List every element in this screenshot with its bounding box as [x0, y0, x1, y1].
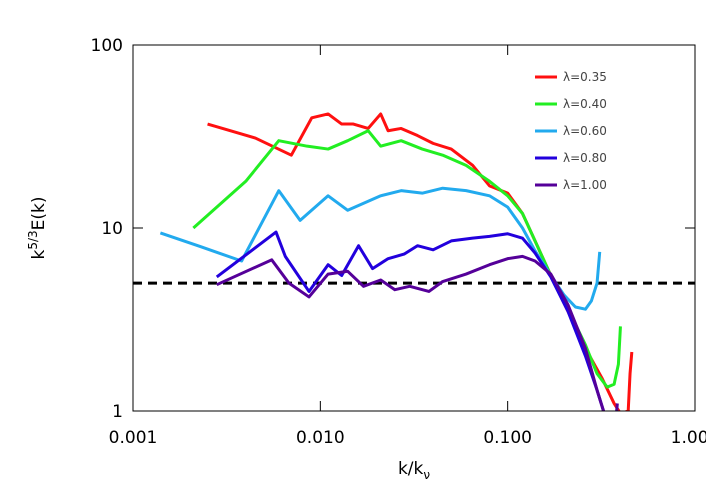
legend-label: λ=0.35 [563, 70, 607, 84]
legend-label: λ=0.80 [563, 151, 607, 165]
y-tick-label: 1 [112, 402, 123, 422]
x-tick-label: 0.001 [109, 428, 158, 448]
x-tick-label: 0.010 [296, 428, 345, 448]
series-line [216, 254, 619, 411]
series-line [215, 230, 606, 411]
x-tick-label: 1.000 [671, 428, 706, 448]
y-tick-label: 10 [101, 219, 123, 239]
y-label-base: k [29, 250, 49, 260]
x-label-base: k/k [398, 459, 424, 479]
x-tick-label: 0.100 [483, 428, 532, 448]
plot-area [133, 112, 695, 411]
x-label-sub: ν [423, 468, 430, 482]
legend-label: λ=0.60 [563, 124, 607, 138]
series-line [159, 186, 602, 311]
y-axis-label: k5/3E(k) [26, 196, 49, 259]
y-label-sup: 5/3 [26, 230, 40, 249]
legend-label: λ=0.40 [563, 97, 607, 111]
y-tick-label: 100 [91, 36, 123, 56]
legend-label: λ=1.00 [563, 178, 607, 192]
series-line [192, 129, 622, 389]
series-line [207, 112, 634, 411]
x-axis-label: k/kν [398, 459, 430, 482]
y-label-rest: E(k) [29, 196, 49, 230]
